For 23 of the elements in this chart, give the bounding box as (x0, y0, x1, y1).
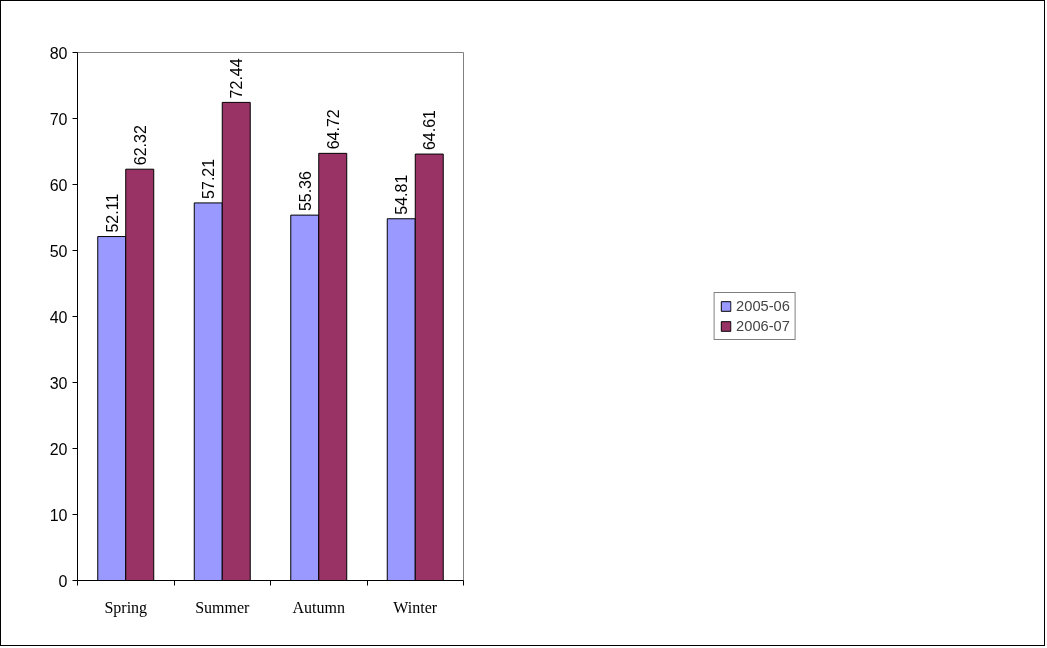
x-tick-label: Spring (104, 598, 148, 617)
y-tick-label: 70 (49, 110, 68, 128)
x-tick-label: Summer (195, 598, 251, 616)
y-tick-label: 30 (49, 374, 68, 392)
legend-label: 2005-06 (736, 298, 790, 314)
data-label: 64.72 (324, 109, 342, 150)
y-tick-label: 50 (49, 242, 68, 260)
data-label: 52.11 (103, 193, 121, 233)
data-label: 64.61 (421, 109, 439, 151)
y-tick-label: 20 (49, 440, 68, 458)
data-label: 55.36 (296, 170, 314, 212)
x-tick-label: Winter (393, 598, 438, 616)
y-tick-label: 0 (58, 572, 68, 590)
y-tick-label: 40 (49, 308, 68, 326)
data-label: 57.21 (200, 158, 218, 199)
legend-label: 2006-07 (736, 318, 790, 334)
y-tick-label: 80 (49, 44, 68, 62)
data-label: 54.81 (393, 174, 411, 215)
y-tick-label: 60 (49, 176, 68, 194)
data-label: 62.32 (131, 125, 149, 166)
x-tick-label: Autumn (292, 598, 345, 616)
data-label: 72.44 (228, 58, 246, 99)
y-tick-label: 10 (49, 506, 68, 524)
